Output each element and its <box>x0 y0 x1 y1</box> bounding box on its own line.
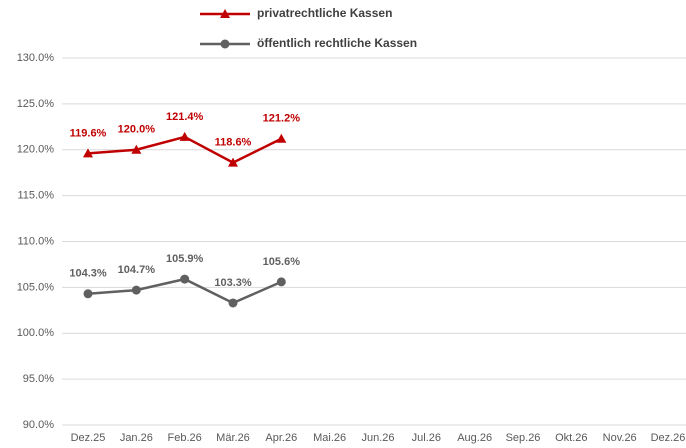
data-label: 103.3% <box>214 277 252 289</box>
y-tick-label: 90.0% <box>23 419 54 431</box>
x-tick-label: Sep.26 <box>506 432 541 444</box>
legend-label: privatrechtliche Kassen <box>257 6 392 20</box>
x-tick-label: Apr.26 <box>265 432 297 444</box>
x-tick-label: Jul.26 <box>412 432 441 444</box>
x-tick-label: Jun.26 <box>361 432 394 444</box>
point-marker <box>276 277 286 287</box>
x-tick-label: Mai.26 <box>313 432 346 444</box>
x-tick-label: Jan.26 <box>120 432 153 444</box>
data-label: 119.6% <box>70 127 107 139</box>
legend-marker <box>220 9 230 18</box>
point-marker <box>276 133 287 143</box>
point-marker <box>228 298 238 308</box>
y-tick-label: 120.0% <box>17 144 55 156</box>
data-label: 121.4% <box>166 111 204 123</box>
point-marker <box>83 289 93 299</box>
y-tick-label: 125.0% <box>17 98 55 110</box>
x-tick-label: Aug.26 <box>457 432 492 444</box>
point-marker <box>131 285 141 295</box>
x-tick-label: Nov.26 <box>603 432 637 444</box>
y-tick-label: 95.0% <box>23 373 54 385</box>
legend-marker <box>220 39 230 49</box>
point-marker <box>131 144 142 154</box>
y-tick-label: 115.0% <box>18 190 55 202</box>
x-tick-label: Okt.26 <box>555 432 587 444</box>
x-tick-label: Dez.26 <box>651 432 686 444</box>
x-tick-label: Mär.26 <box>216 432 250 444</box>
data-label: 118.6% <box>215 137 252 149</box>
y-tick-label: 105.0% <box>17 281 55 293</box>
x-tick-label: Dez.25 <box>71 432 106 444</box>
data-label: 120.0% <box>118 124 156 136</box>
x-tick-label: Feb.26 <box>168 432 202 444</box>
data-label: 121.2% <box>263 113 301 125</box>
legend-label: öffentlich rechtliche Kassen <box>257 36 417 50</box>
y-tick-label: 130.0% <box>17 52 55 64</box>
point-marker <box>179 131 190 141</box>
point-marker <box>180 274 190 284</box>
point-marker <box>83 148 93 158</box>
point-marker <box>228 157 238 167</box>
data-label: 104.3% <box>69 268 107 280</box>
data-label: 105.9% <box>166 253 204 265</box>
data-label: 104.7% <box>118 264 156 276</box>
y-tick-label: 110.0% <box>18 235 55 247</box>
y-tick-label: 100.0% <box>17 327 55 339</box>
data-label: 105.6% <box>263 256 301 268</box>
